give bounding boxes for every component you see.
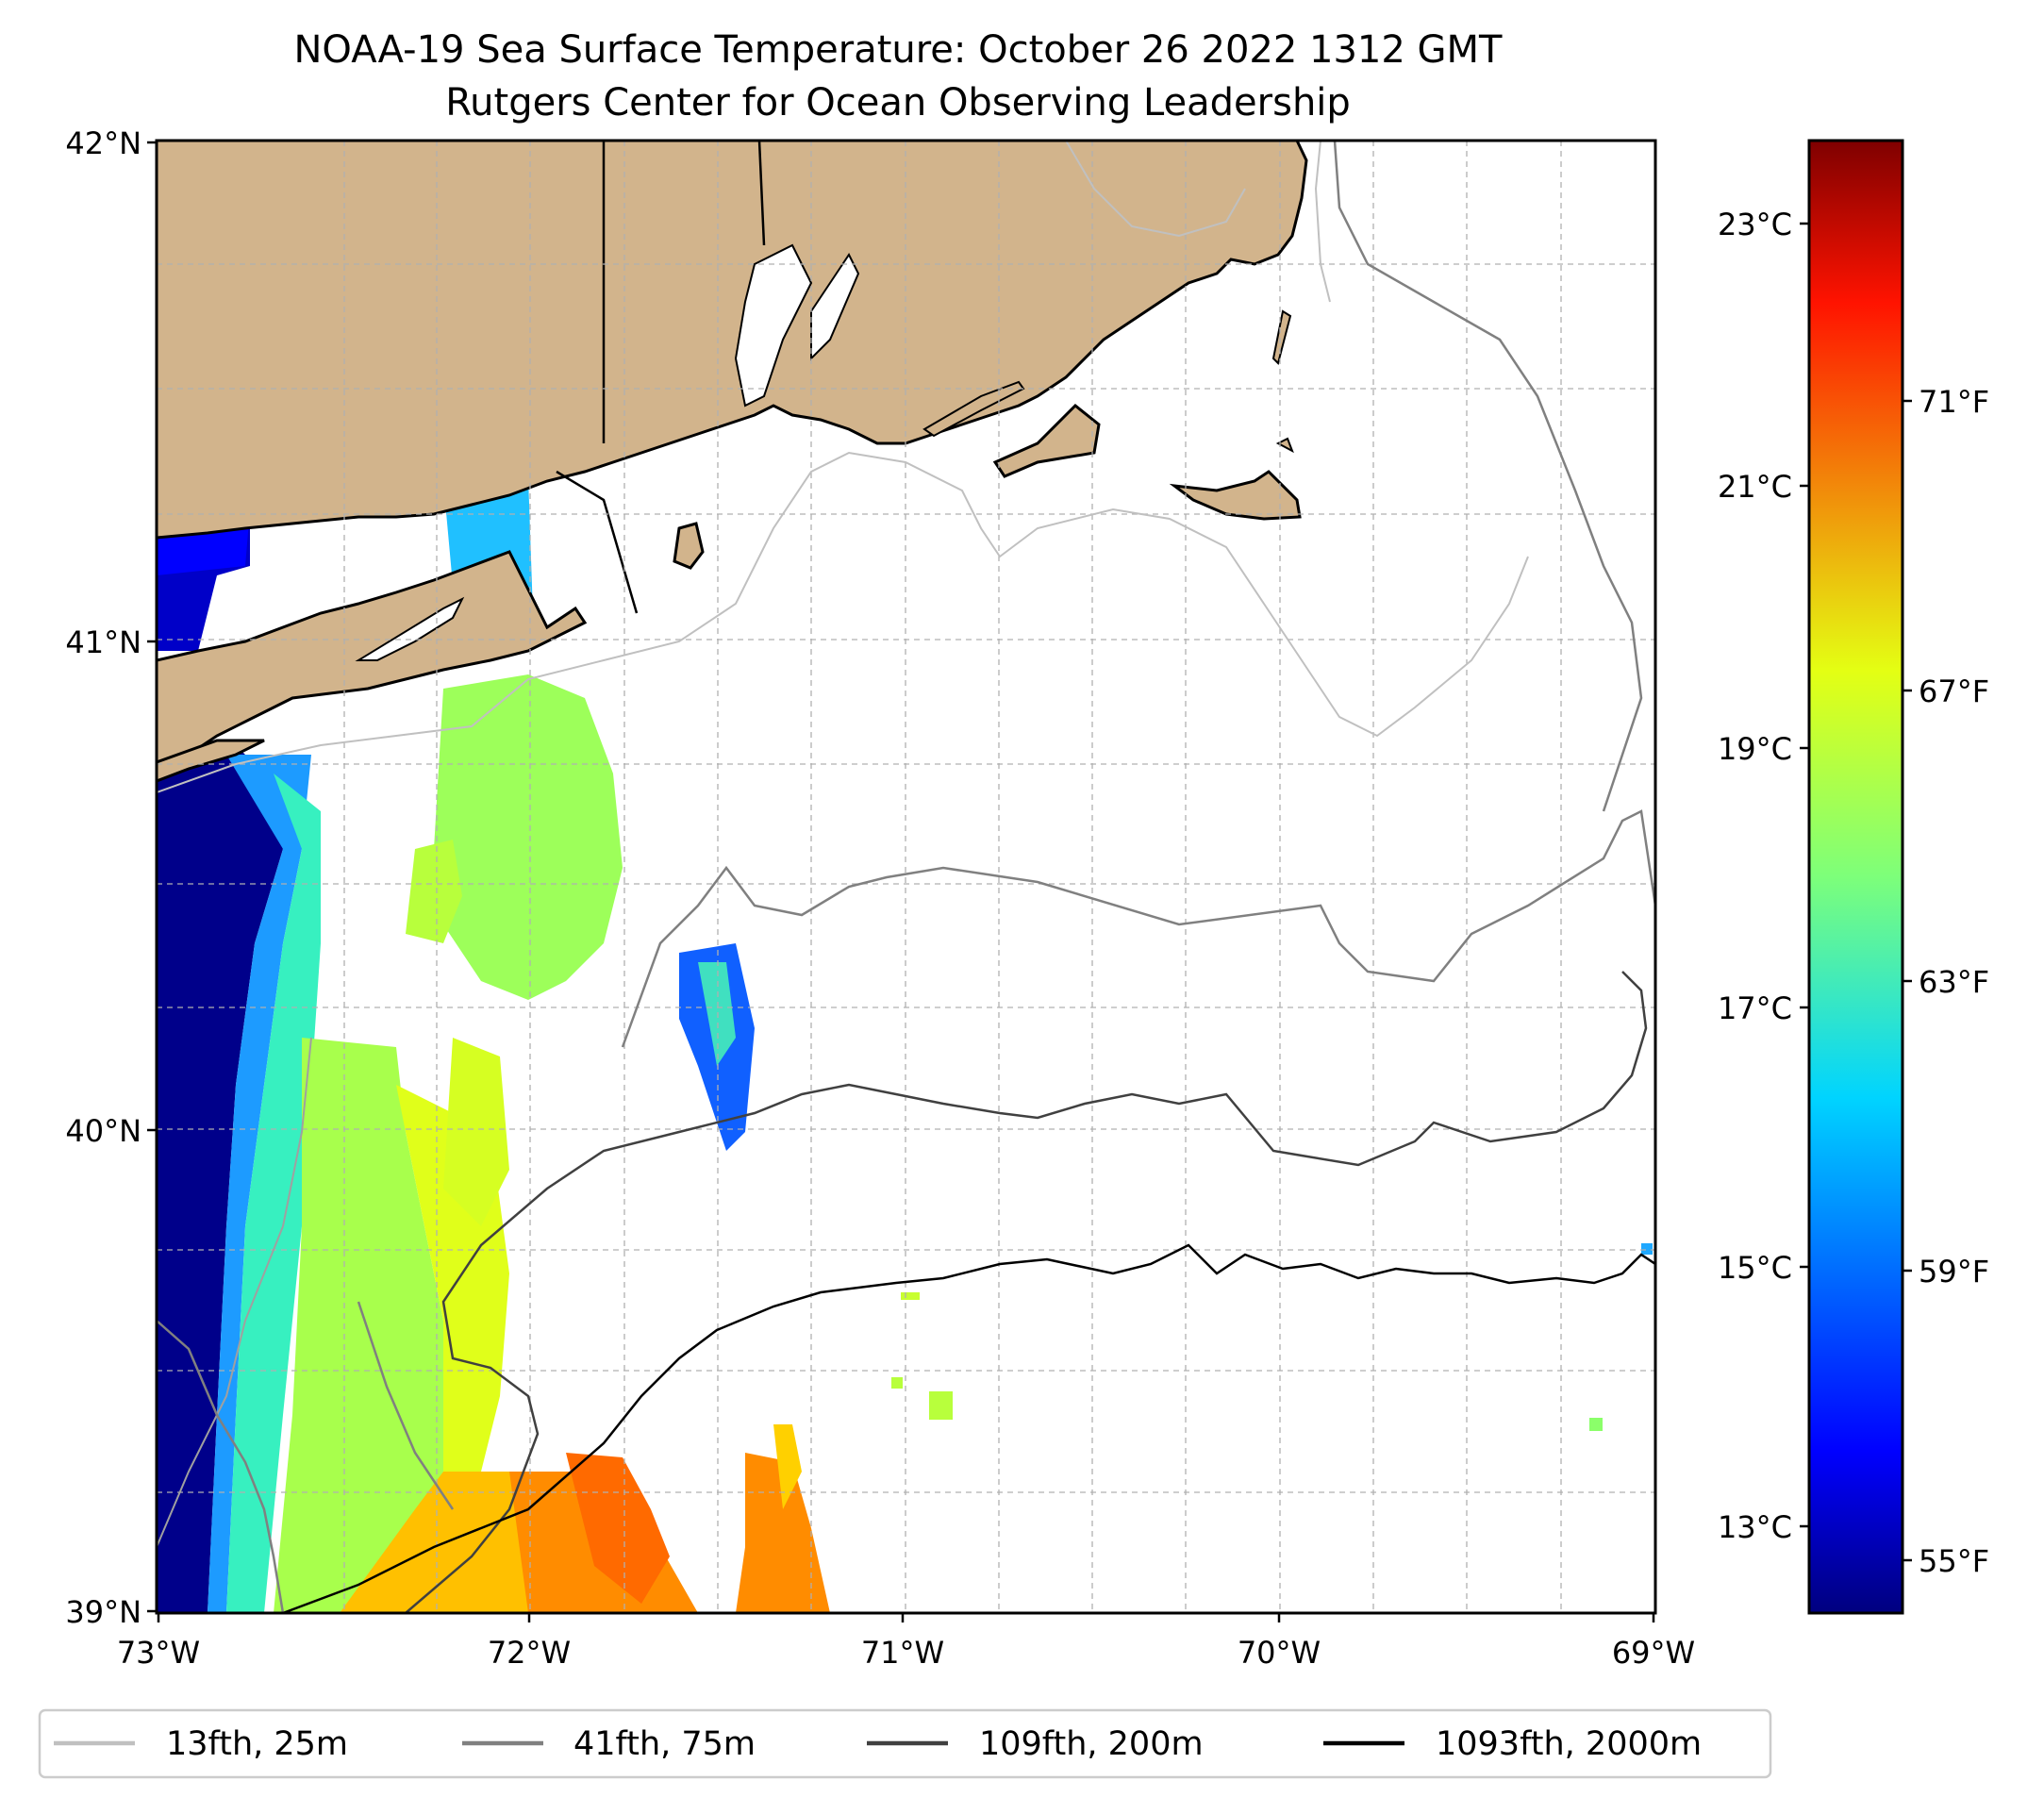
celsius-label-19: 19°C	[1718, 731, 1792, 767]
legend-label-75m: 41fth, 75m	[573, 1725, 756, 1763]
lon-label-72: 72°W	[488, 1635, 571, 1671]
legend-item-25m: 13fth, 25m	[54, 1725, 348, 1763]
lon-label-73: 73°W	[117, 1635, 200, 1671]
lat-label-40: 40°N	[65, 1113, 141, 1149]
grid-lines	[157, 141, 1655, 1613]
lat-labels: 42°N 41°N 40°N 39°N	[65, 125, 141, 1630]
lon-labels: 73°W 72°W 71°W 70°W 69°W	[117, 1635, 1695, 1671]
land-layer	[157, 141, 1308, 783]
map-frame	[155, 139, 1657, 1615]
colorbar-celsius-labels: 23°C 21°C 19°C 17°C 15°C 13°C	[1718, 207, 1792, 1545]
map-title: NOAA-19 Sea Surface Temperature: October…	[294, 28, 1504, 72]
sst-data-layer	[157, 476, 1653, 1613]
lon-label-70: 70°W	[1238, 1635, 1321, 1671]
colorbar	[1807, 139, 1904, 1615]
legend-item-200m: 109fth, 200m	[867, 1725, 1204, 1763]
lat-label-42: 42°N	[65, 125, 141, 161]
map-area	[157, 141, 1655, 1613]
legend-item-75m: 41fth, 75m	[462, 1725, 756, 1763]
fahrenheit-label-67: 67°F	[1919, 674, 1989, 709]
lat-label-41: 41°N	[65, 624, 141, 660]
celsius-label-17: 17°C	[1718, 990, 1792, 1026]
colorbar-fahrenheit-ticks	[1903, 399, 1912, 1562]
map-subtitle: Rutgers Center for Ocean Observing Leade…	[445, 81, 1351, 125]
celsius-label-15: 15°C	[1718, 1250, 1792, 1286]
colorbar-celsius-ticks	[1800, 222, 1809, 1528]
celsius-label-23: 23°C	[1718, 207, 1792, 242]
legend-label-2000m: 1093fth, 2000m	[1436, 1725, 1702, 1763]
lon-ticks	[157, 1613, 1655, 1622]
lat-label-39: 39°N	[65, 1594, 141, 1630]
celsius-label-13: 13°C	[1718, 1509, 1792, 1545]
legend-item-2000m: 1093fth, 2000m	[1323, 1725, 1702, 1763]
fahrenheit-label-71: 71°F	[1919, 384, 1989, 420]
lat-ticks	[147, 141, 157, 1613]
fahrenheit-label-63: 63°F	[1919, 964, 1989, 1000]
legend-label-200m: 109fth, 200m	[979, 1725, 1204, 1763]
fahrenheit-label-59: 59°F	[1919, 1254, 1989, 1290]
lon-label-71: 71°W	[861, 1635, 944, 1671]
bathymetry-contours	[157, 141, 1655, 1613]
celsius-label-21: 21°C	[1718, 469, 1792, 505]
lon-label-69: 69°W	[1612, 1635, 1695, 1671]
contour-legend: 13fth, 25m 41fth, 75m 109fth, 200m 1093f…	[38, 1708, 1772, 1779]
legend-label-25m: 13fth, 25m	[166, 1725, 348, 1763]
fahrenheit-label-55: 55°F	[1919, 1543, 1989, 1579]
colorbar-fahrenheit-labels: 71°F 67°F 63°F 59°F 55°F	[1919, 384, 1989, 1579]
